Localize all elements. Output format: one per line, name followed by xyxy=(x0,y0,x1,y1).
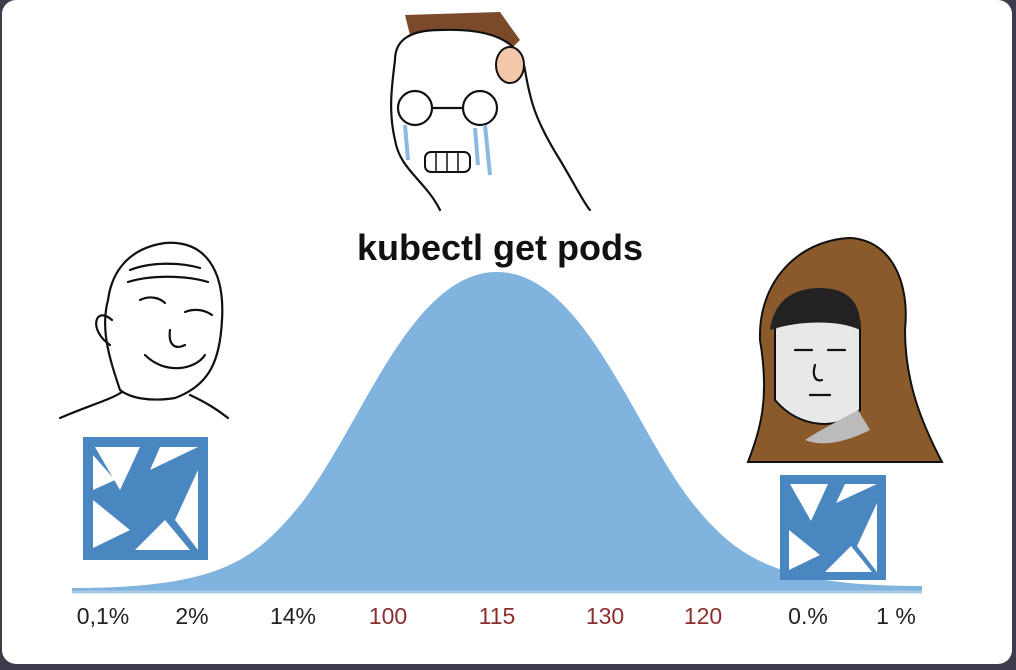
bell-curve xyxy=(72,272,922,593)
character-right xyxy=(746,236,944,463)
logo-right xyxy=(780,475,886,580)
character-top xyxy=(390,12,592,212)
character-left xyxy=(58,241,230,420)
axis-label: 130 xyxy=(586,603,624,629)
logo-left xyxy=(83,437,208,560)
axis-labels: 0,1% 2% 14% 100 115 130 120 0.% 1 % xyxy=(77,603,916,629)
axis-label: 115 xyxy=(479,603,516,629)
axis-label: 0,1% xyxy=(77,603,129,629)
axis-label: 100 xyxy=(369,603,407,629)
title: kubectl get pods xyxy=(357,227,643,268)
axis-label: 120 xyxy=(684,603,722,629)
axis-label: 1 % xyxy=(876,603,916,629)
axis-label: 0.% xyxy=(788,603,828,629)
axis-label: 14% xyxy=(270,603,316,629)
axis-label: 2% xyxy=(175,603,208,629)
